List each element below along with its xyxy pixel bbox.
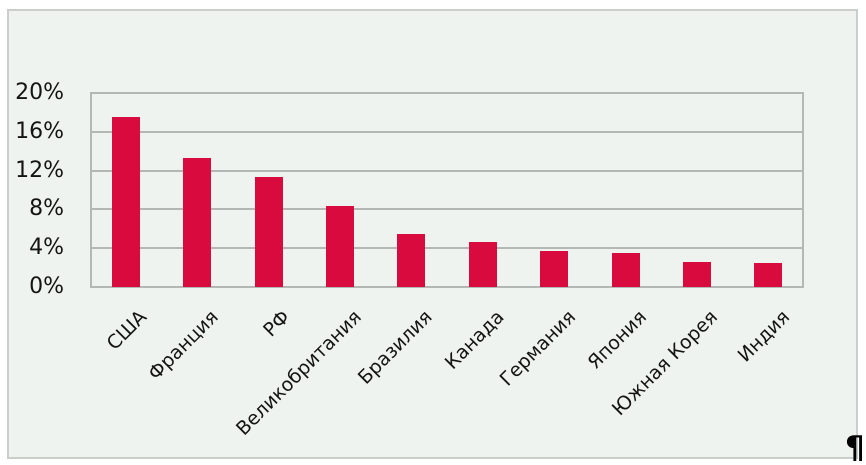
gridline-16pct	[92, 130, 802, 133]
bar-7[interactable]	[540, 251, 569, 287]
bar-10[interactable]	[754, 262, 783, 287]
y-axis-tick-label: 4%	[29, 235, 64, 261]
y-axis-tick-label: 8%	[29, 196, 64, 222]
gridline-12pct	[92, 169, 802, 172]
gridline-8pct	[92, 208, 802, 211]
bar-8[interactable]	[611, 253, 640, 287]
bar-2[interactable]	[183, 157, 212, 287]
x-axis-category-label: Бразилия	[354, 306, 437, 389]
paragraph-mark-icon: ¶	[845, 430, 865, 465]
x-axis-category-label: Великобритания	[231, 306, 366, 440]
y-axis-tick-label: 16%	[15, 118, 64, 144]
bar-5[interactable]	[397, 233, 426, 287]
x-axis-category-label: Южная Корея	[608, 306, 723, 421]
bar-3[interactable]	[254, 177, 283, 287]
bar-4[interactable]	[325, 205, 354, 287]
y-axis-tick-label: 0%	[29, 274, 64, 299]
bar-1[interactable]	[111, 117, 140, 287]
gridline-4pct	[92, 247, 802, 250]
bar-6[interactable]	[468, 242, 497, 287]
y-axis-tick-label: 20%	[15, 80, 64, 105]
chart-object-frame[interactable]	[7, 9, 858, 459]
bar-9[interactable]	[682, 261, 711, 287]
x-axis-category-label: Германия	[495, 306, 580, 391]
x-axis-category-label: Индия	[733, 306, 794, 367]
plot-area	[90, 92, 804, 288]
y-axis-tick-label: 12%	[15, 157, 64, 183]
